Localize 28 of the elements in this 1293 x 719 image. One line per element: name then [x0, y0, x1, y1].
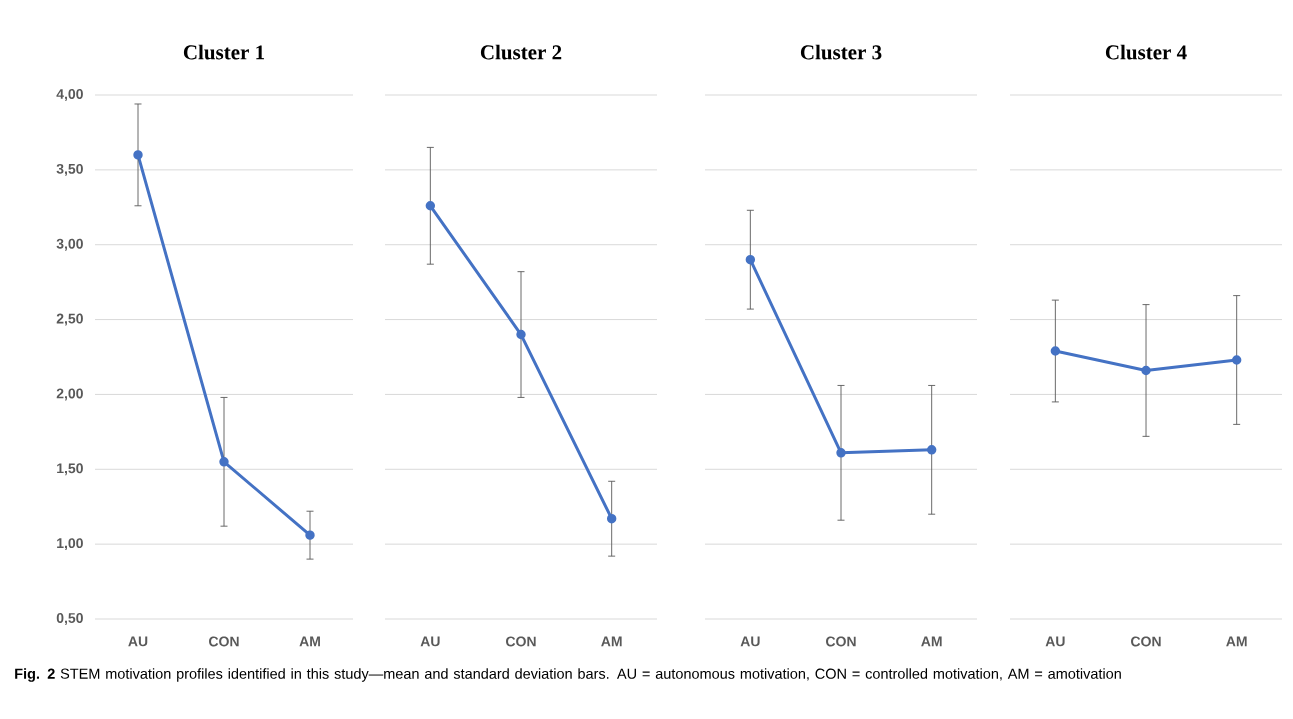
y-tick-label: 3,00 — [56, 238, 83, 251]
x-tick-label: CON — [826, 636, 856, 647]
x-tick-label: AM — [299, 636, 320, 647]
y-tick-label: 1,50 — [57, 463, 83, 476]
x-tick-label: AU — [740, 636, 760, 647]
x-tick-label: CON — [506, 636, 536, 647]
chart-title: Cluster 2 — [480, 44, 562, 60]
chart-title: Cluster 4 — [1105, 44, 1187, 60]
x-tick-label: AU — [1045, 636, 1065, 647]
text: Fig. 2 STEM motivation profiles identified in this study—mean and standard deviation bars. AU = autonomous motivation, CON = controlled motivation, AM = amotivation — [15, 668, 1121, 682]
x-tick-label: CON — [1131, 636, 1161, 647]
y-tick-label: 2,00 — [56, 388, 83, 401]
point — [305, 530, 315, 540]
y-tick-label: 4,00 — [56, 89, 83, 101]
point — [219, 457, 229, 467]
chart-title: Cluster 1 — [183, 44, 265, 60]
y-tick-label: 2,50 — [56, 313, 83, 326]
y-tick-label: 1,00 — [57, 538, 83, 551]
x-tick-label: AM — [1226, 636, 1247, 647]
chart-title: Cluster 3 — [800, 44, 882, 60]
y-tick-label: 3,50 — [56, 163, 83, 176]
x-tick-label: AM — [921, 636, 942, 647]
point — [133, 150, 143, 160]
y-tick-label: 0,50 — [56, 613, 83, 625]
x-tick-label: AM — [601, 636, 622, 647]
x-tick-label: AU — [128, 636, 148, 647]
x-tick-label: CON — [209, 636, 239, 647]
x-tick-label: AU — [420, 636, 440, 647]
